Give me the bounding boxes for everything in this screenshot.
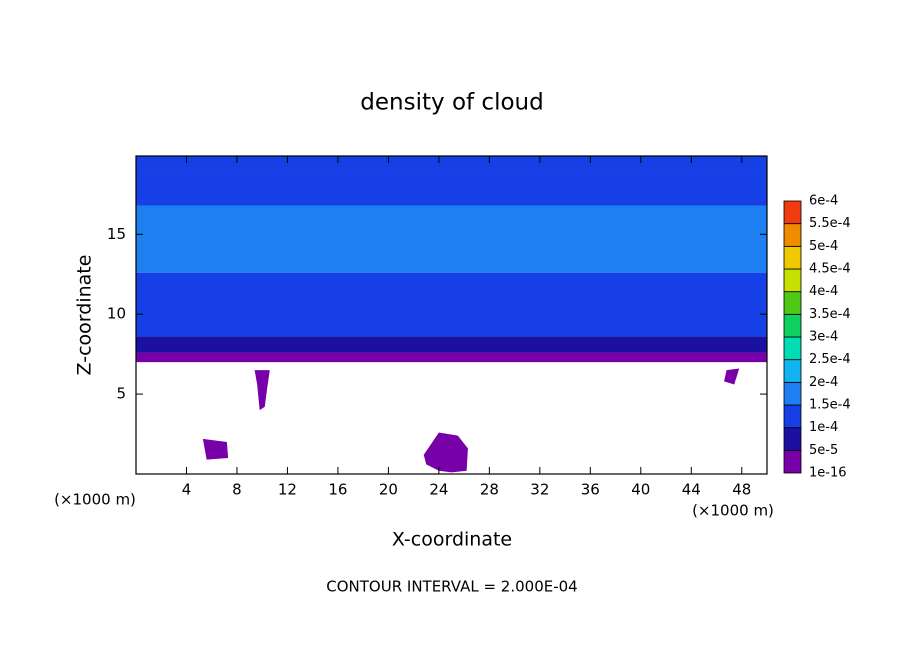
contour-patch — [724, 368, 740, 385]
colorbar-box — [783, 200, 802, 225]
contour-patch — [423, 432, 468, 473]
colorbar-label: 3e-4 — [809, 330, 838, 345]
contour-band — [136, 156, 767, 172]
x-tick-label: 12 — [278, 481, 297, 499]
x-tick-label: 28 — [480, 481, 499, 499]
colorbar-label: 5e-4 — [809, 239, 838, 254]
colorbar-box — [783, 268, 802, 293]
colorbar-box — [783, 223, 802, 247]
colorbar-label: 1.5e-4 — [809, 398, 851, 413]
footer: CONTOUR INTERVAL = 2.000E-04 — [326, 578, 577, 596]
colorbar-label: 4e-4 — [809, 284, 838, 299]
colorbar-box — [783, 427, 802, 451]
contour-band — [136, 205, 767, 273]
y-tick-label: 10 — [107, 305, 126, 323]
contour-patch — [202, 438, 229, 460]
x-tick-label: 44 — [682, 481, 701, 499]
colorbar-box — [783, 313, 802, 338]
colorbar-box — [783, 404, 802, 429]
x-unit-label: (×1000 m) — [692, 502, 774, 520]
contour-band — [136, 272, 767, 337]
contour-band — [136, 171, 767, 206]
contour-band — [136, 336, 767, 353]
y-tick-label: 5 — [116, 385, 126, 403]
colorbar-label: 1e-4 — [809, 420, 838, 435]
colorbar-box — [783, 381, 802, 406]
plot-frame — [135, 155, 768, 475]
colorbar-box — [783, 359, 802, 383]
contour-band — [136, 352, 767, 363]
x-tick-label: 36 — [581, 481, 600, 499]
colorbar-label: 4.5e-4 — [809, 262, 851, 277]
colorbar-label: 3.5e-4 — [809, 307, 851, 322]
x-tick-label: 8 — [232, 481, 242, 499]
chart-title: density of cloud — [360, 90, 543, 116]
x-axis-label: X-coordinate — [392, 529, 512, 551]
x-tick-label: 32 — [530, 481, 549, 499]
x-tick-label: 24 — [429, 481, 448, 499]
contour-patch — [254, 370, 270, 411]
x-tick-label: 48 — [732, 481, 751, 499]
x-unit-label: (×1000 m) — [54, 491, 136, 509]
colorbar-label: 1e-16 — [809, 466, 847, 481]
x-tick-label: 16 — [328, 481, 347, 499]
colorbar-label: 2.5e-4 — [809, 352, 851, 367]
x-tick-label: 40 — [631, 481, 650, 499]
colorbar-box — [783, 336, 802, 361]
y-tick-label: 15 — [107, 225, 126, 243]
x-tick-label: 4 — [182, 481, 192, 499]
colorbar-label: 2e-4 — [809, 375, 838, 390]
colorbar-box — [783, 245, 802, 270]
colorbar-label: 6e-4 — [809, 194, 838, 209]
colorbar-label: 5.5e-4 — [809, 216, 851, 231]
colorbar-label: 5e-5 — [809, 443, 838, 458]
colorbar-box — [783, 291, 802, 315]
x-tick-label: 20 — [379, 481, 398, 499]
colorbar-box — [783, 449, 802, 474]
y-axis-label: Z-coordinate — [74, 255, 96, 376]
